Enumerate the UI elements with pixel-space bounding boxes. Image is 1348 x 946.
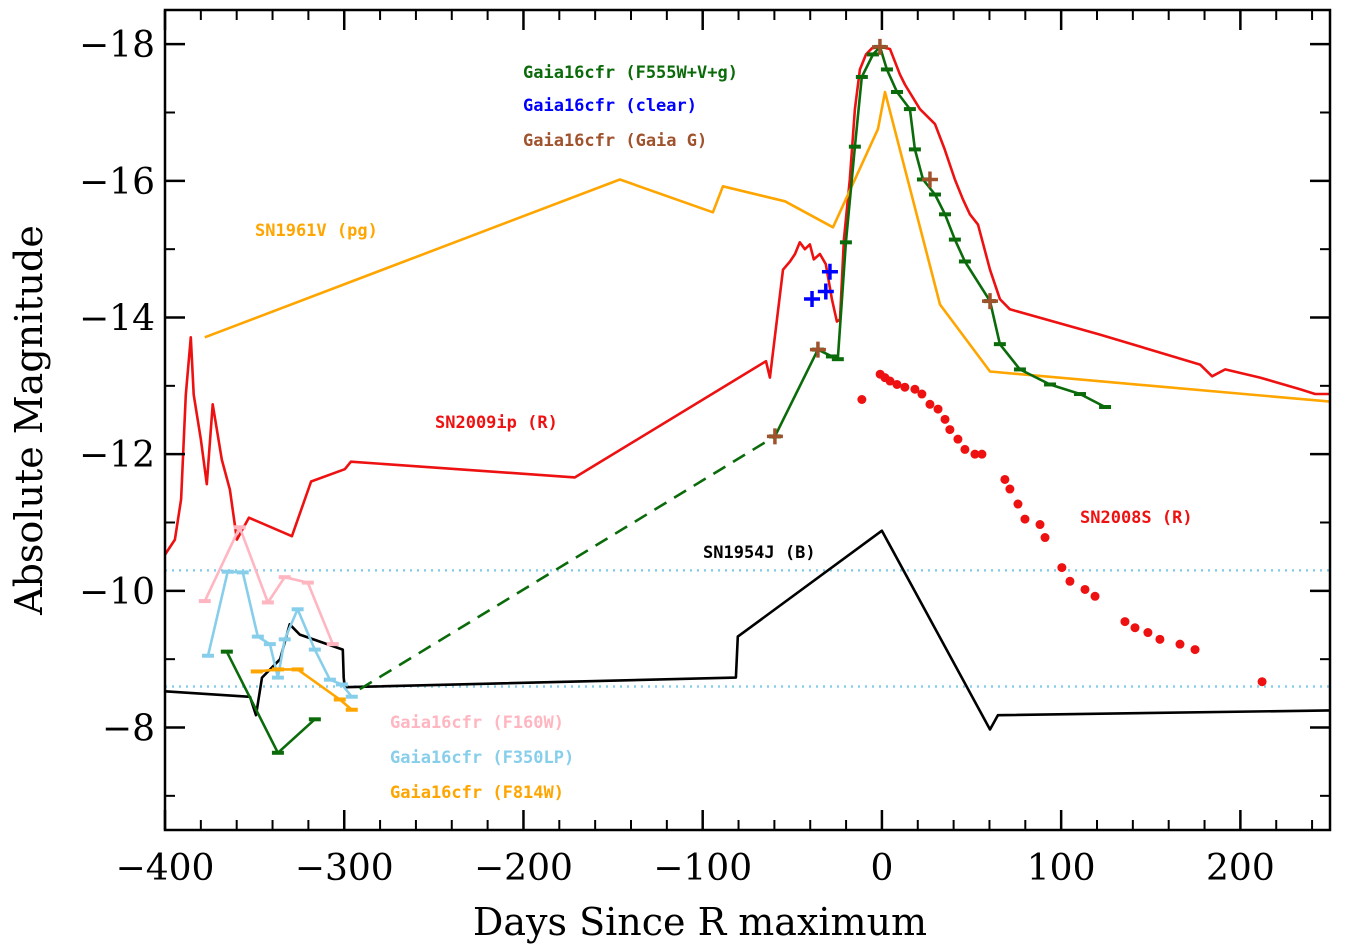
series-label: Gaia16cfr (clear) xyxy=(523,96,697,116)
series-label: Gaia16cfr (Gaia G) xyxy=(523,131,707,151)
x-tick-label: 0 xyxy=(870,848,893,889)
series-label: Gaia16cfr (F350LP) xyxy=(390,748,574,768)
series-label: SN1954J (B) xyxy=(703,543,816,563)
y-tick-label: −10 xyxy=(79,572,155,613)
series-line xyxy=(164,529,1331,731)
data-point xyxy=(970,449,980,459)
plot-frame xyxy=(163,8,1332,832)
data-point xyxy=(1057,563,1067,573)
data-point xyxy=(1155,634,1165,644)
series-line xyxy=(163,45,1330,556)
data-point xyxy=(940,414,950,424)
data-point xyxy=(817,283,834,300)
series-label: SN2009ip (R) xyxy=(435,413,558,433)
data-point xyxy=(1013,499,1023,509)
data-point xyxy=(892,379,902,389)
data-point xyxy=(910,384,920,394)
data-point xyxy=(900,382,910,392)
series-label: Gaia16cfr (F814W) xyxy=(390,783,564,803)
data-point xyxy=(1090,591,1100,601)
series-line xyxy=(203,526,335,645)
series-line xyxy=(256,668,353,711)
x-tick-label: 100 xyxy=(1027,848,1096,889)
y-axis-label: Absolute Magnitude xyxy=(7,225,51,616)
data-point xyxy=(871,38,888,55)
data-point xyxy=(809,341,826,358)
data-point xyxy=(1190,645,1200,655)
data-point xyxy=(766,428,783,445)
x-tick-label: 200 xyxy=(1206,848,1275,889)
data-point xyxy=(1000,474,1010,484)
data-point xyxy=(1005,484,1015,494)
x-axis-label: Days Since R maximum xyxy=(473,900,927,944)
y-tick-label: −8 xyxy=(102,709,155,750)
data-point xyxy=(1257,677,1267,687)
series-line xyxy=(204,90,1331,403)
data-point xyxy=(960,444,970,454)
data-point xyxy=(921,171,938,188)
x-tick-label: −200 xyxy=(474,848,573,889)
data-point xyxy=(1065,576,1075,586)
data-point xyxy=(857,395,867,404)
y-tick-label: −14 xyxy=(79,299,155,340)
data-point xyxy=(1143,628,1153,638)
data-point xyxy=(953,434,963,444)
y-tick-label: −16 xyxy=(79,162,155,203)
data-point xyxy=(804,291,821,308)
x-tick-label: −400 xyxy=(116,848,215,889)
data-point xyxy=(917,389,927,399)
y-tick-label: −12 xyxy=(79,435,155,476)
series-label: SN1961V (pg) xyxy=(255,221,378,241)
data-point xyxy=(1035,520,1045,530)
series-line xyxy=(225,45,1106,755)
data-point xyxy=(1130,623,1140,633)
data-point xyxy=(925,399,935,409)
series-line xyxy=(359,435,776,691)
data-point xyxy=(885,376,895,386)
x-tick-label: −300 xyxy=(295,848,394,889)
data-point xyxy=(1175,639,1185,649)
data-point xyxy=(1020,514,1030,524)
data-point xyxy=(933,404,943,414)
y-tick-label: −18 xyxy=(79,25,155,66)
data-point xyxy=(1120,617,1130,627)
series-label: Gaia16cfr (F160W) xyxy=(390,713,564,733)
data-point xyxy=(977,449,987,459)
data-point xyxy=(945,425,955,435)
data-point xyxy=(821,263,838,280)
x-tick-label: −100 xyxy=(653,848,752,889)
data-point xyxy=(1080,584,1090,594)
data-point xyxy=(981,293,998,310)
series-label: SN2008S (R) xyxy=(1080,508,1193,528)
series-label: Gaia16cfr (F555W+V+g) xyxy=(523,63,738,83)
data-point xyxy=(1040,533,1050,543)
